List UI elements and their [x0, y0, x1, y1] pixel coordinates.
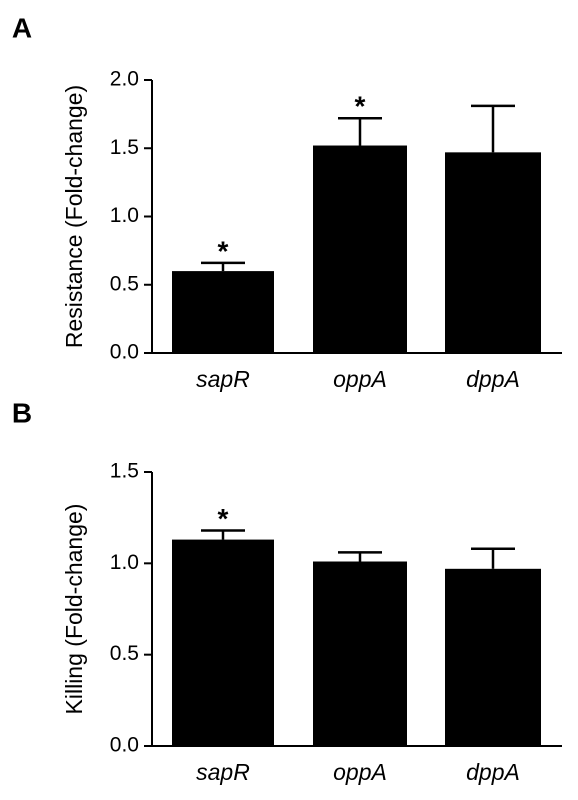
y-axis-label: Killing (Fold-change) [61, 504, 87, 715]
panel-label: B [12, 397, 32, 428]
bar [172, 539, 274, 746]
bar [313, 561, 407, 746]
bar [445, 568, 541, 746]
y-tick-label: 0.0 [110, 734, 139, 757]
x-tick-label: sapR [196, 759, 250, 785]
y-tick-label: 1.0 [110, 551, 139, 574]
panel-label: A [12, 12, 32, 43]
x-tick-label: dppA [466, 366, 520, 392]
y-tick-label: 0.5 [110, 272, 139, 295]
y-tick-label: 1.0 [110, 204, 139, 227]
bar [172, 271, 274, 353]
y-tick-label: 1.5 [110, 136, 139, 159]
bar [313, 145, 407, 353]
significance-marker: * [218, 503, 229, 534]
y-axis-label: Resistance (Fold-change) [61, 85, 87, 348]
y-tick-label: 0.0 [110, 341, 139, 364]
significance-marker: * [218, 235, 229, 266]
y-tick-label: 1.5 [110, 460, 139, 483]
significance-marker: * [355, 91, 366, 122]
x-tick-label: oppA [333, 366, 387, 392]
x-tick-label: oppA [333, 759, 387, 785]
y-tick-label: 0.5 [110, 642, 139, 665]
bar [445, 152, 541, 353]
x-tick-label: sapR [196, 366, 250, 392]
y-tick-label: 2.0 [110, 68, 139, 91]
x-tick-label: dppA [466, 759, 520, 785]
